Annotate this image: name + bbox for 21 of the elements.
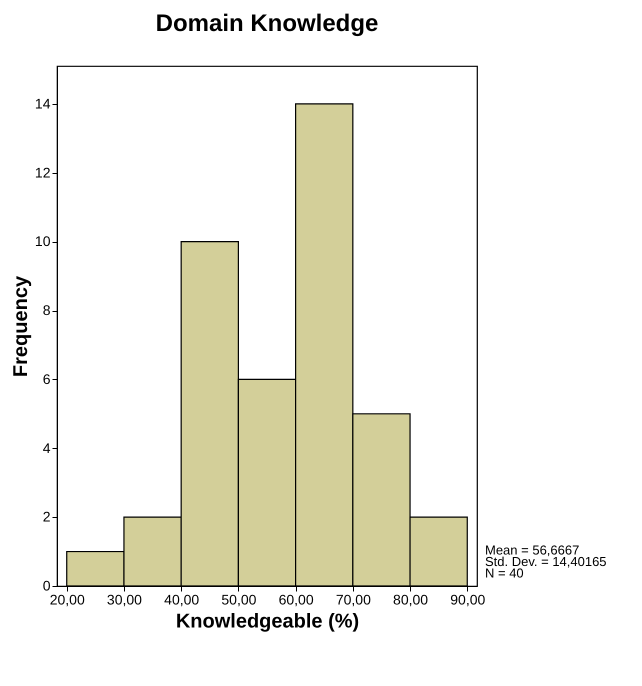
y-tick-label: 2	[42, 508, 51, 525]
x-tick-label: 80,00	[393, 592, 428, 608]
chart-title: Domain Knowledge	[156, 10, 378, 37]
x-tick-label: 30,00	[106, 592, 142, 608]
y-axis-title: Frequency	[10, 275, 32, 378]
y-tick-label: 12	[34, 164, 51, 180]
y-tick-label: 10	[34, 233, 51, 250]
text: Mean = 56,6667	[485, 542, 580, 558]
x-tick-label: 90,00	[450, 592, 486, 608]
y-tick-label: 4	[42, 440, 51, 456]
y-tick-label: 0	[42, 578, 51, 594]
x-tick-label: 60,00	[278, 592, 314, 608]
x-tick-label: 20,00	[50, 592, 85, 608]
x-tick-label: 50,00	[221, 592, 257, 608]
x-tick-label: 70,00	[336, 592, 372, 608]
y-tick-label: 6	[42, 370, 51, 387]
y-tick-label: 8	[42, 302, 51, 318]
x-tick-label: 40,00	[164, 592, 200, 608]
text: N = 40	[485, 565, 524, 580]
x-axis-title: Knowledgeable (%)	[176, 610, 360, 632]
y-tick-label: 14	[34, 95, 51, 112]
